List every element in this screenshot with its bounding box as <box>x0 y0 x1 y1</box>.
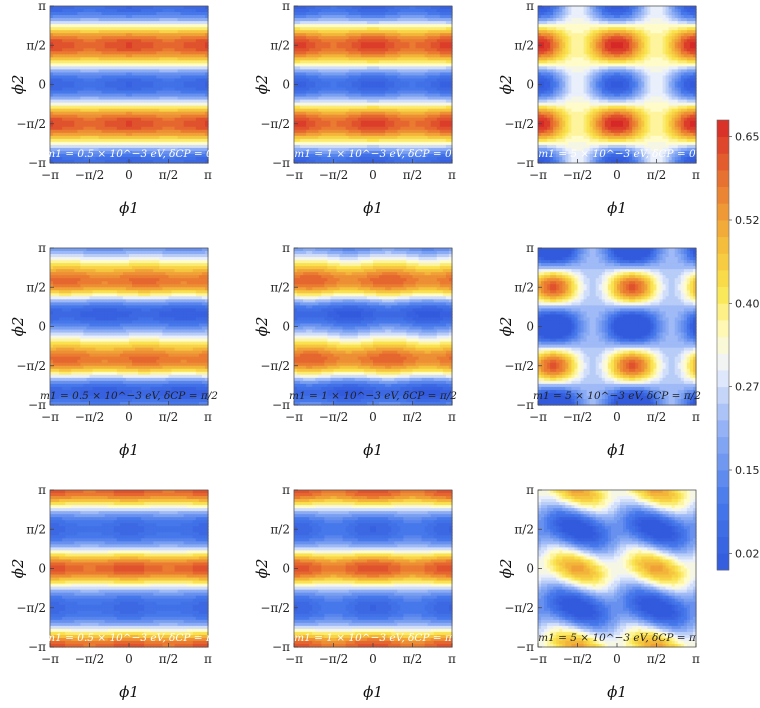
y-tick-label: 0 <box>38 78 46 92</box>
y-tick-label: −π <box>28 156 46 170</box>
x-tick-label: π/2 <box>159 168 179 182</box>
y-tick-label: −π/2 <box>16 117 46 131</box>
y-tick-label: π/2 <box>26 38 46 52</box>
panel-1: −π −π/2 0 π/2 π −π −π/2 0 π/2 π ϕ1 ϕ2 m1 = 0.5 × 10^… <box>9 0 213 217</box>
y-tick-label: π <box>38 0 46 13</box>
panel-2: −π −π/2 0 π/2 π−π−π/20π/2πϕ1ϕ2m1 = 1 × 10^−3… <box>253 0 456 217</box>
y-axis-title: ϕ2 <box>9 75 27 95</box>
x-tick-label: π <box>204 168 212 182</box>
panel-label: m1 = 0.5 × 10^−3 eV, δCP = 0 <box>45 148 213 160</box>
x-axis-title: ϕ1 <box>119 199 139 217</box>
x-tick-label: −π <box>41 168 59 182</box>
x-tick-label: 0 <box>125 168 133 182</box>
heatmap-cells <box>50 6 209 164</box>
heatmap-cells <box>294 6 453 164</box>
x-tick-label: −π/2 <box>75 168 105 182</box>
